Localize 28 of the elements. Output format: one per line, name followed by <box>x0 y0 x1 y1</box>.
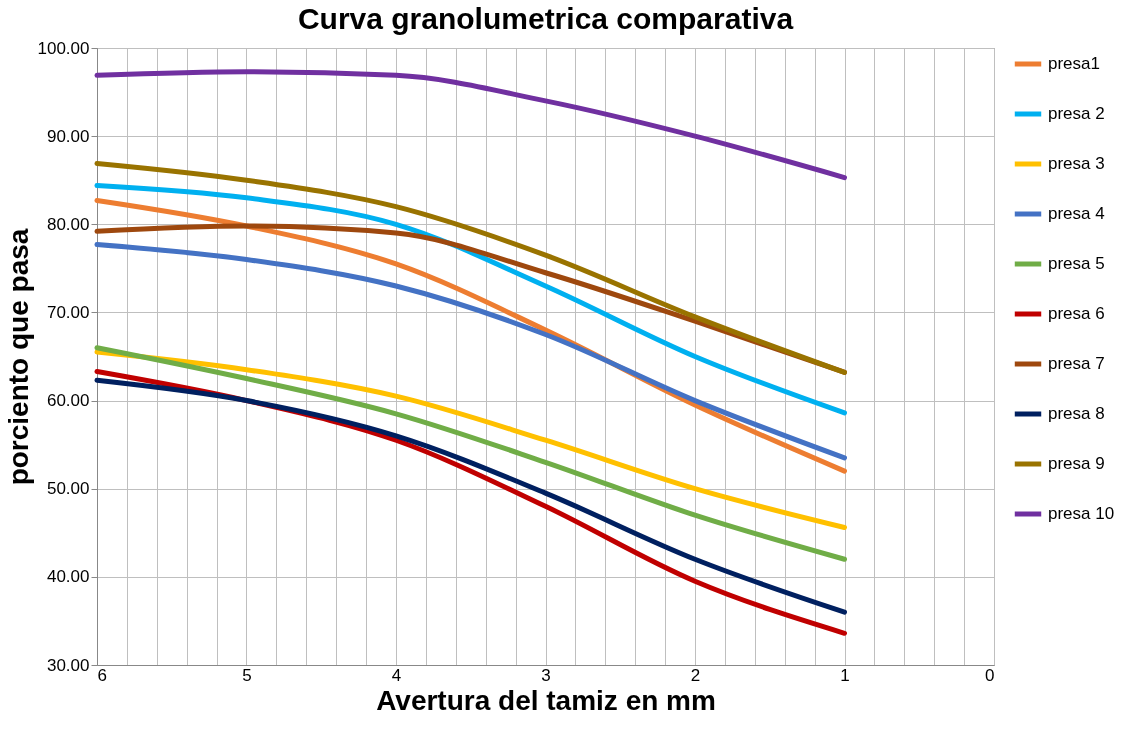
x-axis-title: Avertura del tamiz en mm <box>376 684 716 716</box>
legend-label: presa 2 <box>1048 104 1105 123</box>
y-tick-label: 50.00 <box>46 479 90 499</box>
x-tick-label: 4 <box>391 665 402 685</box>
y-axis-title: porciento que pasa <box>2 228 34 486</box>
y-tick-label: 30.00 <box>46 655 90 675</box>
legend-label: presa 8 <box>1048 404 1105 423</box>
x-tick-label: 2 <box>690 665 701 685</box>
legend-label: presa 7 <box>1048 354 1105 373</box>
legend-label: presa 6 <box>1048 304 1105 323</box>
x-tick-label: 6 <box>97 665 107 685</box>
y-tick-label: 60.00 <box>46 391 90 411</box>
y-tick-label: 40.00 <box>46 567 90 587</box>
legend-label: presa 10 <box>1048 504 1115 523</box>
legend-label: presa 9 <box>1048 454 1105 473</box>
legend-label: presa 4 <box>1048 204 1105 223</box>
x-tick-label: 0 <box>985 665 995 685</box>
y-tick-label: 70.00 <box>46 302 90 322</box>
y-tick-label: 100.00 <box>37 38 90 58</box>
legend-label: presa1 <box>1048 54 1100 73</box>
y-tick-label: 80.00 <box>46 214 90 234</box>
y-tick-label: 90.00 <box>46 126 90 146</box>
x-tick-label: 1 <box>840 665 850 685</box>
legend-label: presa 3 <box>1048 154 1105 173</box>
legend-label: presa 5 <box>1048 254 1105 273</box>
chart-title: Curva granolumetrica comparativa <box>297 2 794 35</box>
x-tick-label: 5 <box>242 665 252 685</box>
x-tick-label: 3 <box>541 665 551 685</box>
